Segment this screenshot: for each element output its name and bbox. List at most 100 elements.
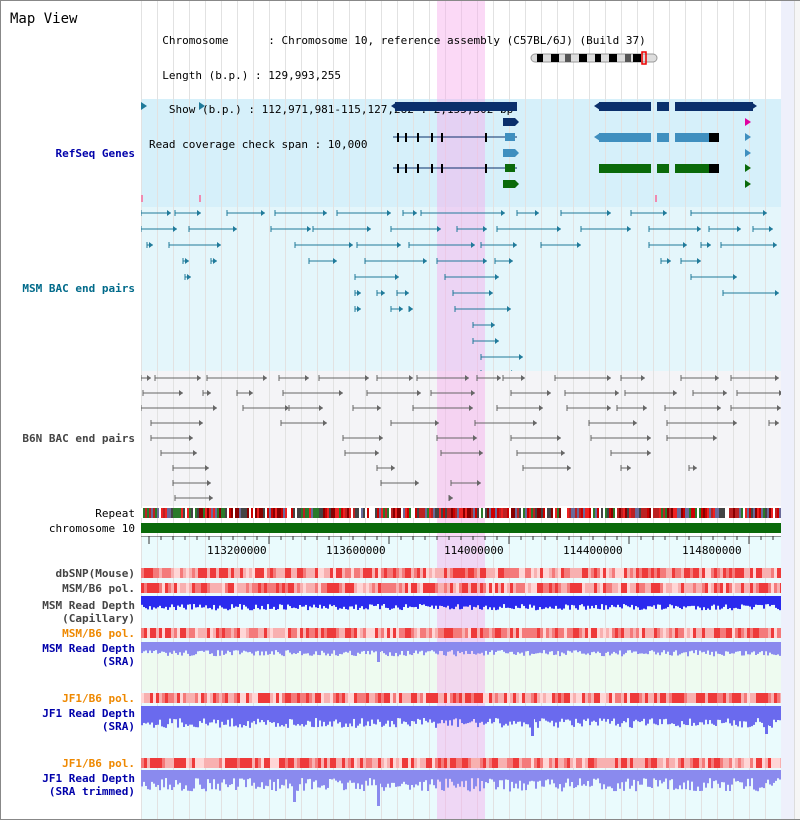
depth-bar: [241, 642, 243, 653]
depth-bar: [679, 642, 681, 655]
depth-bar: [613, 706, 615, 719]
heat-cell: [780, 628, 781, 638]
label-jf1-depth-trim[interactable]: JF1 Read Depth: [42, 772, 135, 785]
heat-cell: [510, 693, 513, 703]
gene-row-6[interactable]: [503, 180, 751, 188]
depth-bar: [353, 596, 355, 609]
heat-cell: [375, 758, 378, 768]
depth-bar: [299, 706, 301, 726]
heat-cell: [570, 628, 573, 638]
depth-bar: [411, 596, 413, 608]
heat-cell: [255, 758, 258, 768]
gene-row-4[interactable]: [503, 149, 751, 157]
depth-bar: [697, 770, 699, 787]
depth-bar: [639, 770, 641, 785]
heat-cell: [336, 628, 339, 638]
msm-bac-track[interactable]: [141, 207, 781, 371]
depth-bar: [567, 596, 569, 606]
depth-bar: [289, 770, 291, 784]
repeat-segment: [503, 508, 505, 518]
repeat-segment: [141, 508, 143, 518]
gene-row-1[interactable]: [141, 102, 757, 111]
grid-line: [685, 1, 686, 819]
label-dbsnp[interactable]: dbSNP(Mouse): [55, 567, 135, 580]
b6n-bac-track[interactable]: [141, 371, 781, 506]
heat-cell: [165, 583, 168, 593]
label-chromosome[interactable]: chromosome 10: [48, 522, 135, 535]
label-b6n-bac[interactable]: B6N BAC end pairs: [22, 432, 135, 445]
depth-bar: [517, 596, 519, 608]
bac-end-arrow: [375, 450, 379, 456]
depth-bar: [553, 706, 555, 727]
gene-row-2[interactable]: [503, 118, 751, 126]
depth-bar: [321, 642, 323, 651]
refseq-genes-track[interactable]: [141, 99, 781, 207]
depth-bar: [555, 642, 557, 655]
heat-cell: [663, 568, 666, 578]
depth-bar: [163, 596, 165, 609]
chromosome-ideogram[interactable]: [529, 51, 661, 65]
label-repeat[interactable]: Repeat: [95, 507, 135, 520]
jf1-depth-sra-track[interactable]: [141, 706, 781, 740]
depth-bar: [329, 706, 331, 722]
depth-bar: [521, 642, 523, 653]
dbsnp-track[interactable]: [141, 568, 781, 578]
heat-cell: [711, 758, 714, 768]
depth-bar: [337, 642, 339, 656]
heat-cell: [774, 628, 777, 638]
repeat-segment: [763, 508, 765, 518]
gene-row-3[interactable]: [393, 133, 751, 142]
jf1-b6-pol-track-2[interactable]: [141, 758, 781, 768]
depth-bar: [749, 596, 751, 607]
label-msm-b6-pol[interactable]: MSM/B6 pol.: [62, 582, 135, 595]
label-refseq-genes[interactable]: RefSeq Genes: [55, 147, 135, 160]
depth-bar: [713, 642, 715, 657]
label-msm-depth-cap[interactable]: MSM Read Depth: [42, 599, 135, 612]
heat-cell: [372, 693, 375, 703]
repeat-segment: [639, 508, 641, 518]
heat-cell: [780, 693, 781, 703]
bac-end-arrow: [667, 258, 671, 264]
label-msm-bac[interactable]: MSM BAC end pairs: [22, 282, 135, 295]
depth-bar: [453, 642, 455, 655]
heat-cell: [351, 568, 354, 578]
depth-bar: [563, 770, 565, 788]
heat-cell: [777, 568, 780, 578]
chromosome-bar[interactable]: [141, 523, 781, 533]
depth-bar: [441, 596, 443, 606]
repeat-segment: [543, 508, 545, 518]
depth-bar: [703, 706, 705, 725]
scroll-handle[interactable]: [794, 1, 800, 819]
depth-bar: [637, 706, 639, 722]
depth-bar: [507, 706, 509, 726]
heat-cell: [168, 583, 171, 593]
msm-b6-pol-track[interactable]: [141, 583, 781, 593]
depth-bar: [219, 706, 221, 728]
repeat-track[interactable]: [141, 508, 781, 518]
depth-bar: [267, 770, 269, 787]
heat-cell: [189, 758, 192, 768]
depth-bar: [343, 596, 345, 607]
label-jf1-depth-sra[interactable]: JF1 Read Depth: [42, 707, 135, 720]
depth-bar: [769, 642, 771, 653]
depth-bar: [253, 706, 255, 722]
label-jf1-b6-pol-2[interactable]: JF1/B6 pol.: [62, 757, 135, 770]
gene-row-5[interactable]: [393, 164, 751, 173]
depth-bar: [315, 770, 317, 781]
msm-depth-sra-track[interactable]: [141, 642, 781, 664]
label-msm-b6-pol-2[interactable]: MSM/B6 pol.: [62, 627, 135, 640]
heat-cell: [729, 583, 732, 593]
repeat-segment: [487, 508, 489, 518]
heat-cell: [603, 693, 606, 703]
msm-b6-pol-track-2[interactable]: [141, 628, 781, 638]
repeat-segment: [593, 508, 595, 518]
heat-cell: [495, 693, 498, 703]
jf1-b6-pol-track[interactable]: [141, 693, 781, 703]
msm-depth-capillary-track[interactable]: [141, 596, 781, 618]
jf1-depth-trimmed-track[interactable]: [141, 770, 781, 808]
heat-cell: [492, 693, 495, 703]
heat-cell: [759, 758, 762, 768]
repeat-segment: [605, 508, 607, 518]
label-msm-depth-sra[interactable]: MSM Read Depth: [42, 642, 135, 655]
label-jf1-b6-pol[interactable]: JF1/B6 pol.: [62, 692, 135, 705]
